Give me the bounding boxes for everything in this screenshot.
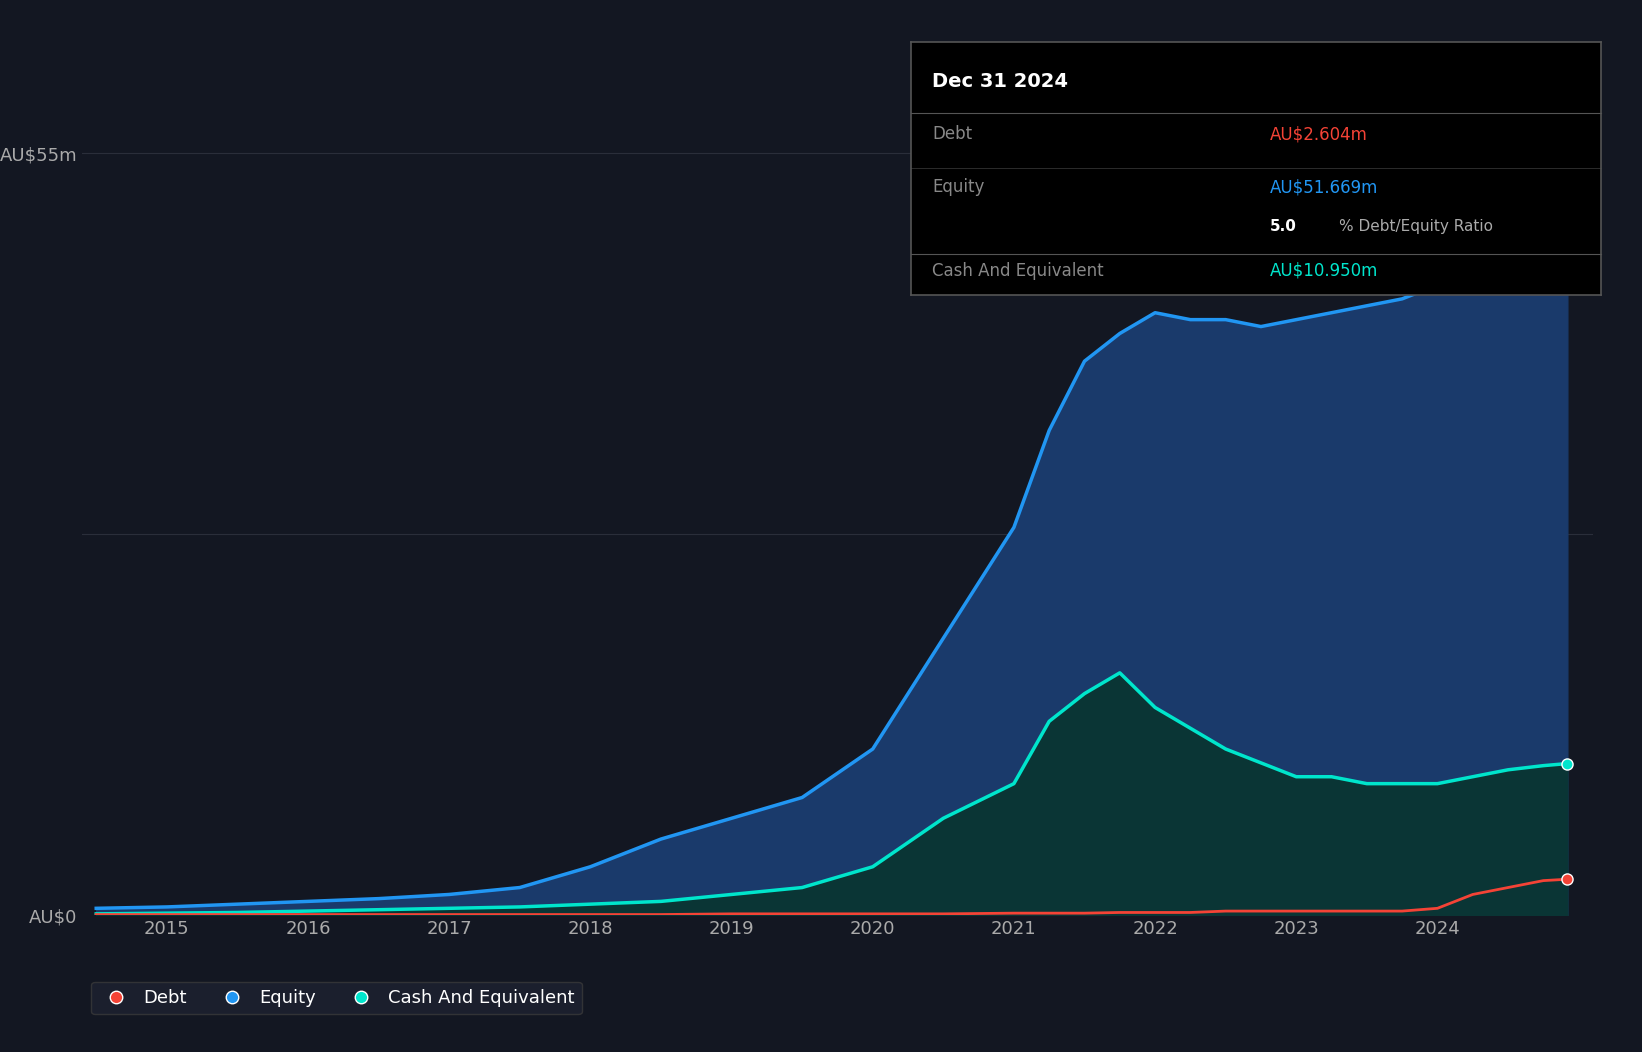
Text: 5.0: 5.0	[1269, 219, 1297, 234]
Text: Equity: Equity	[933, 179, 984, 197]
Legend: Debt, Equity, Cash And Equivalent: Debt, Equity, Cash And Equivalent	[90, 982, 581, 1014]
Text: AU$10.950m: AU$10.950m	[1269, 262, 1378, 280]
Text: Dec 31 2024: Dec 31 2024	[933, 73, 1067, 92]
Text: Cash And Equivalent: Cash And Equivalent	[933, 262, 1103, 280]
Text: AU$51.669m: AU$51.669m	[1269, 179, 1378, 197]
Text: Debt: Debt	[933, 125, 972, 143]
Text: % Debt/Equity Ratio: % Debt/Equity Ratio	[1338, 219, 1493, 234]
Text: AU$2.604m: AU$2.604m	[1269, 125, 1368, 143]
